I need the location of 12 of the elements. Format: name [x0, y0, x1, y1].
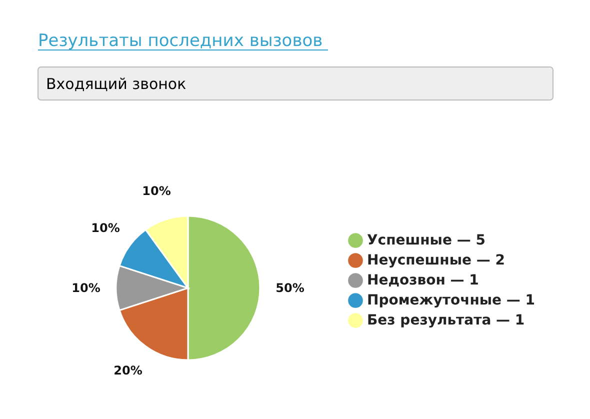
chart-subtitle: Входящий звонок [46, 75, 186, 93]
legend-label: Неуспешные — 2 [367, 252, 505, 268]
chart-title: Результаты последних вызовов [38, 31, 323, 51]
legend-label: Промежуточные — 1 [367, 292, 536, 308]
data-label: 50% [276, 281, 304, 295]
legend-label: Без результата — 1 [367, 312, 525, 328]
legend-label: Успешные — 5 [367, 232, 486, 248]
data-label: 10% [142, 184, 171, 198]
data-label: 10% [72, 281, 100, 295]
data-label: 20% [114, 364, 142, 378]
data-label: 10% [91, 221, 120, 236]
legend-label: Недозвон — 1 [367, 272, 479, 288]
